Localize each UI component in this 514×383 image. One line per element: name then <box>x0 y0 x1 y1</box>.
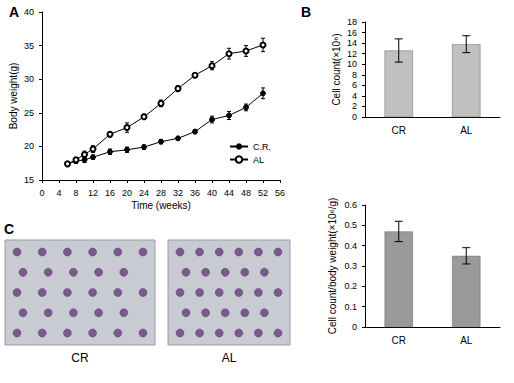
svg-text:0.1: 0.1 <box>344 302 357 312</box>
svg-text:Body weight(g): Body weight(g) <box>8 63 19 130</box>
svg-text:0.2: 0.2 <box>344 281 357 291</box>
svg-text:AL: AL <box>222 351 237 365</box>
svg-text:56: 56 <box>275 188 285 198</box>
svg-text:B: B <box>301 4 311 20</box>
svg-text:CR: CR <box>392 335 406 346</box>
svg-text:14: 14 <box>347 38 357 48</box>
svg-text:0: 0 <box>39 188 44 198</box>
svg-text:24: 24 <box>139 188 149 198</box>
svg-text:48: 48 <box>241 188 251 198</box>
svg-text:Cell count/body weight(×10⁶/g): Cell count/body weight(×10⁶/g) <box>327 198 338 335</box>
svg-text:C: C <box>4 221 14 237</box>
svg-text:20: 20 <box>24 141 34 151</box>
svg-text:15: 15 <box>24 175 34 185</box>
svg-text:0: 0 <box>352 322 357 332</box>
svg-text:16: 16 <box>347 28 357 38</box>
svg-text:0.5: 0.5 <box>344 220 357 230</box>
svg-text:12: 12 <box>347 49 357 59</box>
svg-text:35: 35 <box>24 41 34 51</box>
svg-text:8: 8 <box>73 188 78 198</box>
svg-text:40: 40 <box>24 7 34 17</box>
svg-text:40: 40 <box>207 188 217 198</box>
svg-text:CR: CR <box>71 351 89 365</box>
svg-text:C.R.: C.R. <box>253 142 271 152</box>
svg-text:4: 4 <box>352 91 357 101</box>
svg-text:Cell count(×10⁶): Cell count(×10⁶) <box>331 33 342 105</box>
svg-text:0.4: 0.4 <box>344 241 357 251</box>
svg-text:AL: AL <box>253 155 264 165</box>
svg-text:18: 18 <box>347 17 357 27</box>
svg-text:30: 30 <box>24 74 34 84</box>
svg-text:16: 16 <box>105 188 115 198</box>
svg-text:44: 44 <box>224 188 234 198</box>
svg-text:52: 52 <box>258 188 268 198</box>
svg-text:A: A <box>9 4 19 20</box>
svg-text:20: 20 <box>122 188 132 198</box>
svg-text:AL: AL <box>460 125 473 136</box>
svg-text:0: 0 <box>352 112 357 122</box>
svg-text:CR: CR <box>392 125 406 136</box>
svg-text:28: 28 <box>156 188 166 198</box>
svg-text:10: 10 <box>347 59 357 69</box>
svg-text:0.6: 0.6 <box>344 200 357 210</box>
svg-text:4: 4 <box>56 188 61 198</box>
svg-text:6: 6 <box>352 80 357 90</box>
svg-text:2: 2 <box>352 101 357 111</box>
svg-text:32: 32 <box>173 188 183 198</box>
svg-text:Time (weeks): Time (weeks) <box>131 200 191 211</box>
svg-text:AL: AL <box>460 335 473 346</box>
svg-text:12: 12 <box>88 188 98 198</box>
svg-text:25: 25 <box>24 108 34 118</box>
svg-text:8: 8 <box>352 70 357 80</box>
svg-text:36: 36 <box>190 188 200 198</box>
svg-text:0.3: 0.3 <box>344 261 357 271</box>
